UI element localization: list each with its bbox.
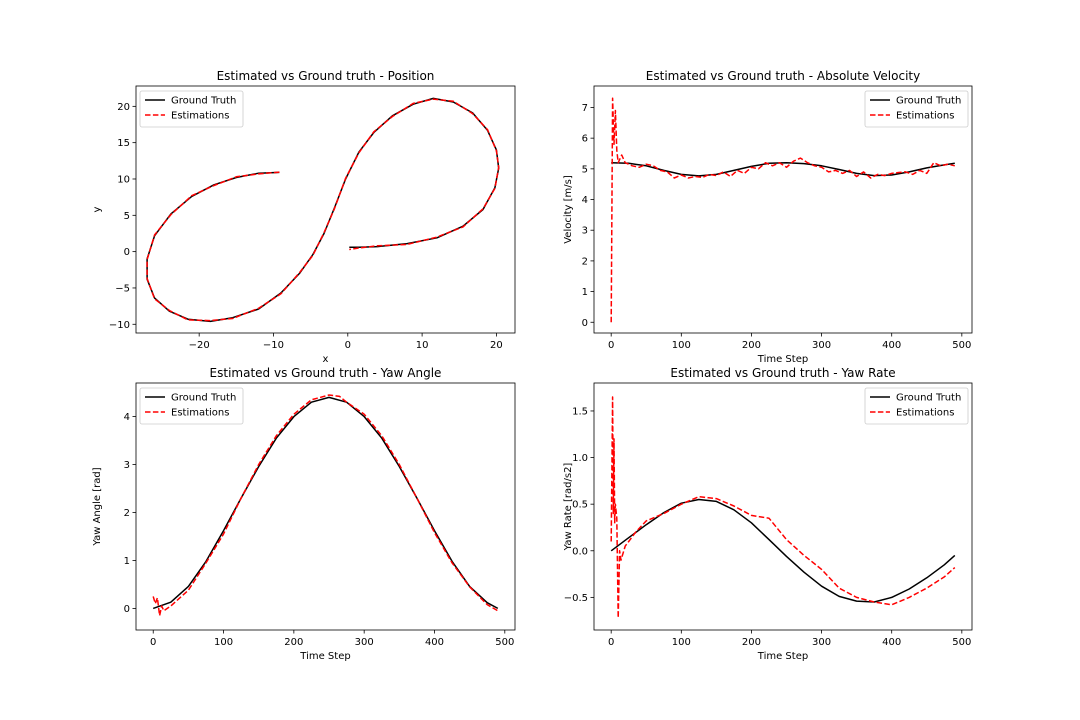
y-tick-label: 5 bbox=[582, 164, 588, 175]
y-axis-label: Yaw Rate [rad/s2] bbox=[563, 463, 574, 552]
y-axis-label: y bbox=[92, 206, 103, 212]
y-axis-label: Velocity [m/s] bbox=[563, 175, 574, 244]
y-tick-label: 3 bbox=[124, 460, 130, 471]
chart-title: Estimated vs Ground truth - Absolute Vel… bbox=[646, 69, 920, 83]
x-tick-label: 0 bbox=[608, 637, 614, 648]
chart-title: Estimated vs Ground truth - Yaw Angle bbox=[210, 366, 442, 380]
legend-box bbox=[864, 90, 969, 128]
x-axis-label: Time Step bbox=[757, 651, 808, 662]
series-line-ground-truth bbox=[611, 161, 955, 177]
y-tick-label: 2 bbox=[124, 508, 130, 519]
y-tick-label: 4 bbox=[124, 412, 130, 423]
chart-2: Estimated vs Ground truth - Absolute Vel… bbox=[563, 69, 973, 365]
x-tick-label: 500 bbox=[952, 637, 971, 648]
chart-title: Estimated vs Ground truth - Position bbox=[217, 69, 435, 83]
plot-frame bbox=[593, 382, 973, 631]
x-tick-label: 500 bbox=[495, 637, 514, 648]
legend-label: Estimations bbox=[896, 111, 954, 122]
series-line-ground-truth bbox=[146, 97, 500, 323]
y-tick-label: 10 bbox=[117, 174, 130, 185]
y-tick-label: 0 bbox=[582, 318, 588, 329]
y-tick-label: 7 bbox=[582, 103, 588, 114]
x-tick-label: −10 bbox=[263, 340, 284, 351]
legend-box bbox=[139, 90, 244, 128]
x-tick-label: 100 bbox=[214, 637, 233, 648]
y-tick-label: 15 bbox=[117, 138, 130, 149]
x-tick-label: 300 bbox=[355, 637, 374, 648]
x-axis-label: Time Step bbox=[299, 651, 350, 662]
x-tick-label: 300 bbox=[812, 340, 831, 351]
x-tick-label: 200 bbox=[742, 340, 761, 351]
x-tick-label: 100 bbox=[672, 340, 691, 351]
chart-title: Estimated vs Ground truth - Yaw Rate bbox=[670, 366, 895, 380]
series-line-estimations bbox=[152, 394, 499, 617]
x-axis-label: Time Step bbox=[757, 354, 808, 365]
x-tick-label: 500 bbox=[952, 340, 971, 351]
y-tick-label: 0.5 bbox=[572, 500, 588, 511]
x-tick-label: 10 bbox=[416, 340, 429, 351]
x-tick-label: 400 bbox=[882, 637, 901, 648]
x-tick-label: 200 bbox=[284, 637, 303, 648]
y-tick-label: 20 bbox=[117, 102, 130, 113]
legend-label: Ground Truth bbox=[896, 96, 961, 107]
x-tick-label: −20 bbox=[189, 340, 210, 351]
x-tick-label: 0 bbox=[345, 340, 351, 351]
plot-frame bbox=[135, 85, 516, 334]
legend-label: Ground Truth bbox=[171, 96, 236, 107]
legend-label: Estimations bbox=[171, 408, 229, 419]
y-tick-label: 1 bbox=[582, 287, 588, 298]
x-tick-label: 0 bbox=[150, 637, 156, 648]
legend: Ground Truth Estimations bbox=[864, 387, 969, 425]
x-tick-label: 200 bbox=[742, 637, 761, 648]
x-axis-label: x bbox=[323, 354, 329, 365]
x-tick-label: 20 bbox=[490, 340, 503, 351]
legend-box bbox=[139, 387, 244, 425]
y-tick-label: 0.0 bbox=[572, 546, 588, 557]
x-tick-label: 300 bbox=[812, 637, 831, 648]
legend-label: Estimations bbox=[896, 408, 954, 419]
y-tick-label: 6 bbox=[582, 134, 588, 145]
chart-4: Estimated vs Ground truth - Yaw Rate 0 100… bbox=[563, 366, 973, 662]
legend-label: Ground Truth bbox=[896, 393, 961, 404]
y-tick-label: 0 bbox=[124, 247, 130, 258]
y-tick-label: −10 bbox=[109, 320, 130, 331]
y-tick-label: 1.5 bbox=[572, 406, 588, 417]
y-tick-label: −5 bbox=[115, 283, 130, 294]
legend-label: Ground Truth bbox=[171, 393, 236, 404]
y-tick-label: 1.0 bbox=[572, 453, 588, 464]
series-line-ground-truth bbox=[152, 396, 499, 610]
y-tick-label: 3 bbox=[582, 226, 588, 237]
x-tick-label: 0 bbox=[608, 340, 614, 351]
legend-label: Estimations bbox=[171, 111, 229, 122]
chart-1: Estimated vs Ground truth - Position −20 −… bbox=[92, 69, 516, 365]
y-tick-label: 1 bbox=[124, 556, 130, 567]
legend: Ground Truth Estimations bbox=[139, 90, 244, 128]
y-tick-label: 2 bbox=[582, 256, 588, 267]
x-tick-label: 400 bbox=[882, 340, 901, 351]
y-tick-label: 0 bbox=[124, 604, 130, 615]
y-tick-label: 5 bbox=[124, 211, 130, 222]
series-line-estimations bbox=[610, 396, 956, 619]
legend: Ground Truth Estimations bbox=[864, 90, 969, 128]
series-line-estimations bbox=[146, 98, 500, 322]
y-tick-label: −0.5 bbox=[564, 593, 588, 604]
plot-frame bbox=[593, 85, 973, 334]
series-line-estimations bbox=[610, 97, 955, 323]
y-axis-label: Yaw Angle [rad] bbox=[92, 467, 103, 546]
legend: Ground Truth Estimations bbox=[139, 387, 244, 425]
x-tick-label: 100 bbox=[672, 637, 691, 648]
y-tick-label: 4 bbox=[582, 195, 588, 206]
series-line-ground-truth bbox=[610, 498, 956, 603]
x-tick-label: 400 bbox=[425, 637, 444, 648]
plot-frame bbox=[135, 382, 516, 631]
legend-box bbox=[864, 387, 969, 425]
